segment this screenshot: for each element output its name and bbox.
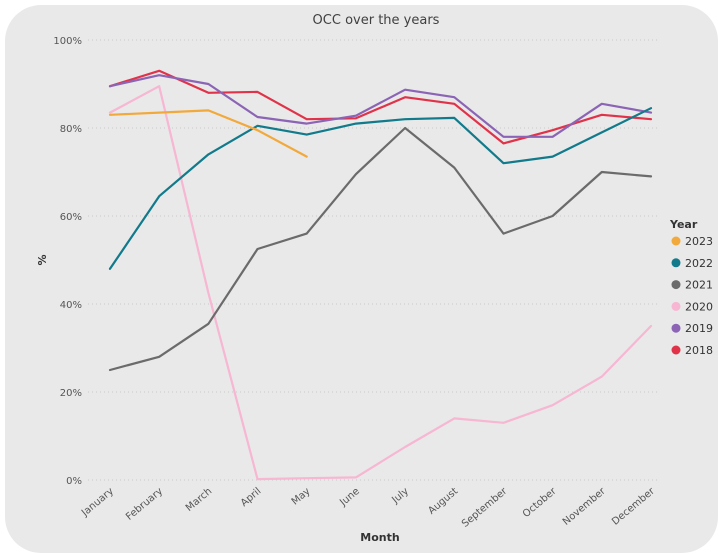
series-lines [108,69,653,481]
legend-label-2018: 2018 [685,344,713,357]
x-tick-label: September [460,485,510,530]
legend-label-2021: 2021 [685,279,713,292]
x-tick-label: December [610,485,657,527]
x-axis-label: Month [360,531,399,544]
legend-marker-2021 [671,280,681,290]
chart-card [5,5,718,553]
legend-label-2023: 2023 [685,235,713,248]
y-tick-label: 60% [60,212,82,223]
series-line-2023 [108,109,308,158]
x-tick-label: April [239,486,264,509]
y-tick-label: 100% [53,36,82,47]
legend-marker-2020 [671,301,681,311]
legend-title: Year [669,218,698,231]
legend-marker-2018 [671,345,681,355]
y-tick-label: 40% [60,300,82,311]
x-tick-label: October [521,485,559,520]
x-axis-ticks: January February March April May June July Augu… [79,485,658,530]
series-line-2022 [108,107,653,270]
y-axis-label: % [36,254,49,265]
y-tick-label: 80% [60,124,82,135]
x-tick-label: November [561,485,609,527]
x-tick-label: June [337,486,362,509]
chart-title: OCC over the years [313,13,440,28]
x-tick-label: January [79,486,116,519]
legend-marker-2022 [671,258,681,268]
series-line-2018 [108,69,653,145]
y-tick-label: 20% [60,388,82,399]
x-tick-label: August [426,486,460,517]
y-tick-label: 0% [66,476,82,487]
y-axis-ticks: 0% 20% 40% 60% 80% 100% [53,36,82,487]
series-line-2019 [108,74,653,138]
legend-marker-2019 [671,323,681,333]
series-line-2021 [108,126,653,372]
legend-marker-2023 [671,236,681,246]
x-tick-label: February [124,486,165,523]
legend-label-2020: 2020 [685,300,713,313]
legend-label-2019: 2019 [685,322,713,335]
x-tick-label: July [389,486,411,507]
x-tick-label: March [184,486,214,514]
legend-label-2022: 2022 [685,257,713,270]
series-line-2020 [108,85,653,481]
x-tick-label: May [290,486,313,508]
legend: Year 2023 2022 2021 2020 2019 2018 [669,218,713,357]
